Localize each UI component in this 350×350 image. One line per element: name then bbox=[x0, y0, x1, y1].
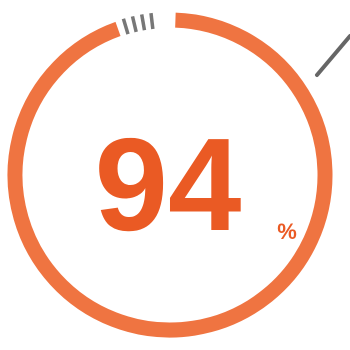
percent-value: 94 bbox=[95, 111, 242, 258]
remaining-tick bbox=[149, 12, 155, 30]
leader-line bbox=[315, 34, 350, 77]
percent-unit: % bbox=[277, 219, 297, 244]
remaining-tick bbox=[130, 15, 138, 33]
remaining-tick bbox=[139, 14, 147, 31]
remaining-tick bbox=[121, 18, 130, 35]
progress-ring bbox=[7, 12, 333, 338]
remaining-ticks bbox=[121, 12, 155, 35]
